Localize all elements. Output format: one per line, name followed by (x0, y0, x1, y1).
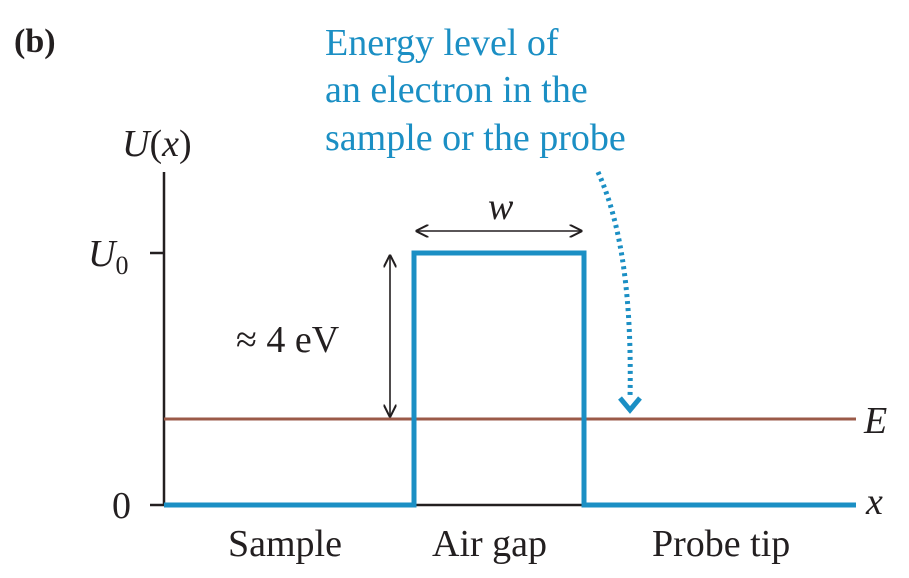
annotation-arrow (595, 170, 633, 399)
annotation-line-2: an electron in the (325, 69, 588, 111)
y-axis-label-var: x (161, 123, 179, 165)
annotation-line-1: Energy level of (325, 22, 559, 64)
region-label-air-gap: Air gap (432, 523, 547, 565)
region-label-probe-tip: Probe tip (652, 523, 790, 565)
y-axis-label-paren-open: ( (149, 123, 162, 165)
panel-label: (b) (14, 23, 56, 60)
y-tick-u0-main: U (88, 233, 118, 275)
region-label-sample: Sample (228, 523, 342, 565)
barrier-height-label: ≈ 4 eV (236, 319, 340, 361)
annotation-arrow-head (618, 396, 642, 414)
potential-barrier (164, 250, 856, 508)
y-axis-label: U(x) (122, 123, 192, 165)
y-axis-label-main: U (122, 123, 152, 165)
y-tick-u0-sub: 0 (115, 251, 128, 280)
annotation-line-3: sample or the probe (325, 117, 626, 159)
x-axis-label: x (865, 481, 883, 523)
y-tick-u0-label: U0 (88, 233, 128, 280)
width-label: w (488, 186, 514, 228)
y-axis-label-paren-close: ) (179, 123, 192, 165)
energy-label: E (863, 400, 887, 442)
y-tick-zero-label: 0 (112, 485, 131, 527)
